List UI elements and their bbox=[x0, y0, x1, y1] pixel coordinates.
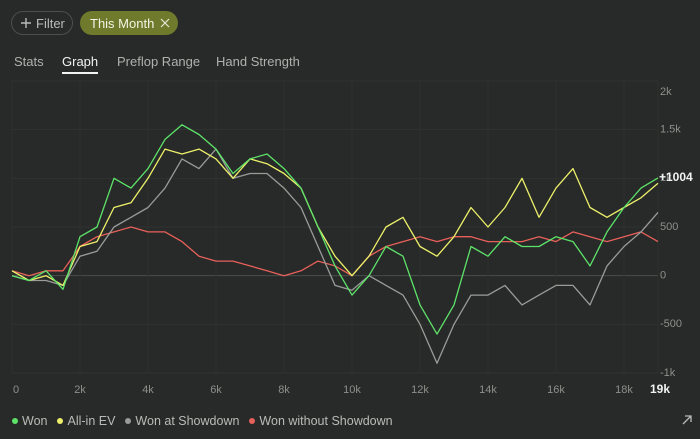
series-line bbox=[11, 148, 659, 364]
series-line bbox=[11, 124, 659, 335]
legend-item[interactable]: Won without Showdown bbox=[249, 414, 393, 428]
x-tick-label: 0 bbox=[13, 384, 19, 396]
legend: Won All-in EV Won at Showdown Won without S… bbox=[12, 414, 393, 428]
x-tick-label: 19k bbox=[650, 382, 670, 396]
legend-swatch bbox=[249, 418, 256, 424]
filter-button[interactable]: Filter bbox=[11, 11, 73, 35]
active-filter-label: This Month bbox=[90, 15, 155, 31]
x-tick-label: 16k bbox=[547, 384, 565, 396]
chart: 2k 1.5k 1k 500 0 -500 -1k 0 2k 4k 6k 8k 10k 12k 14k 16k… bbox=[11, 85, 694, 397]
legend-label: All-in EV bbox=[67, 414, 116, 428]
x-tick-label: 2k bbox=[74, 384, 86, 396]
x-tick-label: 4k bbox=[142, 384, 154, 396]
filter-label: Filter bbox=[36, 15, 65, 31]
x-tick-label: 10k bbox=[343, 384, 361, 396]
series-line bbox=[11, 148, 659, 287]
x-tick-label: 8k bbox=[278, 384, 290, 396]
legend-item[interactable]: Won bbox=[12, 414, 47, 428]
legend-swatch bbox=[12, 418, 18, 424]
tab[interactable]: Preflop Range bbox=[117, 54, 201, 69]
legend-label: Won bbox=[22, 414, 48, 428]
y-tick-label: 500 bbox=[660, 221, 678, 233]
active-filter[interactable]: This Month bbox=[80, 11, 178, 35]
y-tick-label: -500 bbox=[660, 318, 682, 330]
y-tick-label: 2k bbox=[660, 86, 672, 98]
y-tick-label: 1k bbox=[660, 172, 672, 184]
legend-swatch bbox=[125, 418, 132, 424]
tab[interactable]: Graph bbox=[62, 54, 99, 74]
legend-item[interactable]: All-in EV bbox=[57, 414, 115, 428]
x-tick-label: 6k bbox=[210, 384, 222, 396]
x-tick-label: 14k bbox=[479, 384, 497, 396]
legend-item[interactable]: Won at Showdown bbox=[125, 414, 239, 428]
legend-swatch bbox=[57, 418, 64, 424]
end-label: +1004 bbox=[659, 170, 693, 184]
legend-label: Won at Showdown bbox=[135, 414, 240, 428]
plus-icon bbox=[21, 18, 31, 28]
y-tick-label: -1k bbox=[660, 367, 676, 379]
x-tick-label: 12k bbox=[411, 384, 429, 396]
y-tick-label: 1.5k bbox=[660, 124, 681, 136]
expand-icon[interactable] bbox=[680, 413, 694, 427]
legend-label: Won without Showdown bbox=[259, 414, 393, 428]
tab[interactable]: Stats bbox=[14, 54, 44, 69]
close-icon[interactable] bbox=[160, 18, 170, 28]
x-tick-label: 18k bbox=[615, 384, 633, 396]
tab[interactable]: Hand Strength bbox=[216, 54, 300, 69]
y-tick-label: 0 bbox=[660, 270, 666, 282]
